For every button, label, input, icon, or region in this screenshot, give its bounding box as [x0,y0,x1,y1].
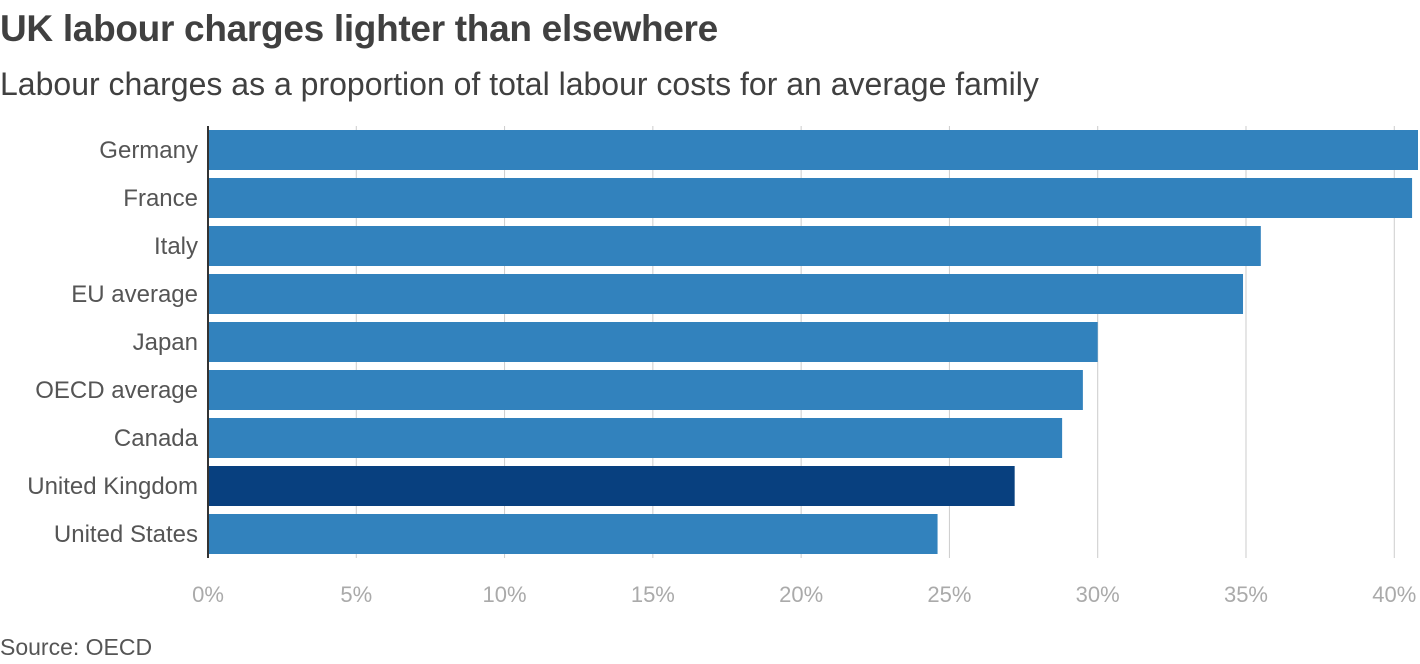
category-label: Germany [99,137,198,164]
x-tick-label: 25% [927,582,971,607]
category-label: Japan [133,329,198,356]
bar [208,322,1098,362]
source-note: Source: OECD [0,634,153,660]
category-label: Italy [154,233,198,260]
category-label: France [123,185,198,212]
x-tick-label: 0% [192,582,224,607]
x-tick-labels: 0% 5% 10% 15% 20% 25% 30% 35% 40% [192,582,1416,607]
category-label: EU average [71,281,198,308]
x-tick-label: 35% [1224,582,1268,607]
bar-chart: Germany France Italy EU average Japan OECD av… [27,126,1418,607]
chart-subtitle: Labour charges as a proportion of total … [0,66,1039,102]
bar [208,178,1413,218]
x-tick-label: 40% [1372,582,1416,607]
bar [208,514,938,554]
bar [208,274,1244,314]
x-tick-label: 20% [779,582,823,607]
x-tick-label: 5% [340,582,372,607]
x-tick-label: 10% [483,582,527,607]
bar [208,130,1418,170]
category-labels: Germany France Italy EU average Japan OECD av… [27,137,198,548]
x-tick-label: 15% [631,582,675,607]
category-label: United Kingdom [27,473,198,500]
bar [208,418,1063,458]
bars [208,130,1418,554]
x-tick-label: 30% [1076,582,1120,607]
category-label: United States [54,521,198,548]
chart-title: UK labour charges lighter than elsewhere [0,8,718,49]
bar [208,226,1261,266]
category-label: Canada [114,425,199,452]
bar [208,370,1083,410]
bar [208,466,1015,506]
category-label: OECD average [35,377,198,404]
